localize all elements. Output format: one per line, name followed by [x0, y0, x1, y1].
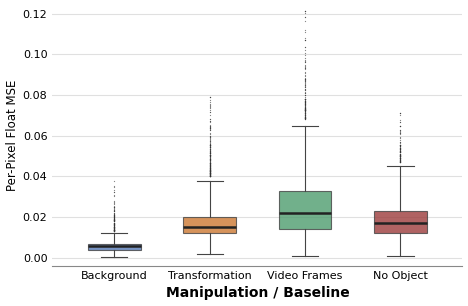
PathPatch shape: [374, 211, 427, 233]
PathPatch shape: [183, 217, 236, 233]
PathPatch shape: [279, 191, 331, 230]
X-axis label: Manipulation / Baseline: Manipulation / Baseline: [166, 286, 349, 300]
Y-axis label: Per-Pixel Float MSE: Per-Pixel Float MSE: [6, 80, 19, 192]
PathPatch shape: [88, 244, 140, 250]
